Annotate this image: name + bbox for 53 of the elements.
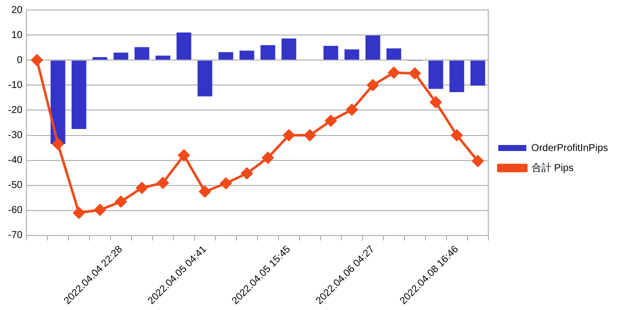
- point: [115, 196, 127, 208]
- point: [346, 104, 358, 116]
- point: [94, 204, 106, 216]
- point: [31, 54, 43, 66]
- bar: [365, 36, 380, 60]
- bar: [72, 60, 86, 129]
- y-tick-label: -10: [8, 80, 23, 91]
- y-tick-label: -20: [8, 104, 23, 116]
- point: [388, 66, 400, 78]
- point: [472, 155, 484, 167]
- point: [178, 150, 190, 162]
- bar: [176, 32, 192, 60]
- legend-label: OrderProfitInPips: [531, 142, 608, 154]
- bar: [282, 38, 296, 60]
- bar: [156, 56, 170, 60]
- point: [325, 114, 337, 126]
- bar: [134, 47, 150, 60]
- bar: [449, 60, 464, 92]
- y-tick-label: -60: [8, 205, 23, 216]
- bar: [324, 46, 338, 60]
- y-tick-label: -70: [8, 230, 23, 242]
- point: [220, 178, 232, 190]
- point: [451, 130, 463, 142]
- legend-label: 合計 Pips: [531, 162, 574, 174]
- point: [157, 177, 169, 189]
- bar: [470, 60, 486, 86]
- bar: [344, 49, 360, 60]
- y-tick-label: 10: [11, 30, 23, 41]
- point: [304, 130, 316, 142]
- bar: [218, 52, 234, 60]
- bar: [240, 50, 254, 60]
- y-tick-label: -30: [8, 130, 23, 142]
- bar: [50, 60, 66, 144]
- y-tick-label: -40: [8, 155, 23, 166]
- bar: [260, 45, 276, 60]
- point: [409, 68, 421, 80]
- y-tick-label: 20: [11, 4, 23, 16]
- bar: [92, 57, 108, 60]
- bar: [114, 52, 128, 60]
- point: [430, 96, 442, 108]
- y-tick-label: 0: [16, 54, 23, 66]
- point: [73, 207, 85, 219]
- point: [367, 79, 379, 91]
- point: [52, 138, 64, 150]
- bar: [428, 60, 444, 89]
- point: [283, 130, 295, 142]
- point: [136, 182, 148, 194]
- point: [199, 186, 211, 198]
- bar: [386, 48, 402, 60]
- y-tick-label: -50: [8, 180, 23, 192]
- bar: [198, 60, 212, 96]
- point: [241, 168, 253, 180]
- point: [262, 152, 274, 164]
